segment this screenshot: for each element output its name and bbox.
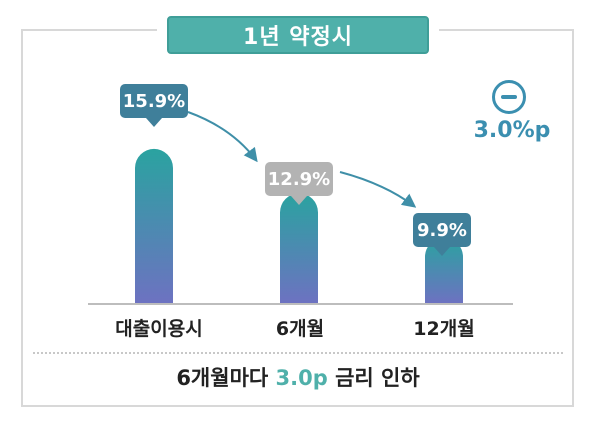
data-label-0: 15.9% [120,84,188,127]
footer-highlight: 3.0p [275,366,328,390]
x-axis [88,303,513,305]
trend-arrow-1 [187,111,258,163]
footer-text: 6개월마다 3.0p 금리 인하 [0,362,596,392]
chart-title-overlay: 1년 약정시 [167,16,429,54]
data-label-2: 9.9% [413,213,471,256]
trend-arrow-2 [339,171,417,208]
data-label-1: 12.9% [265,162,333,205]
category-label-2: 12개월 [413,318,475,340]
minus-circle-icon [492,80,526,114]
category-label-1: 6개월 [275,318,325,340]
title-tab-overlay: 1년 약정시 [157,13,439,60]
footer-suffix: 금리 인하 [335,366,420,390]
category-label-0: 대출이용시 [115,318,203,340]
rate-difference: 3.0%p [473,118,551,143]
bar-0 [135,148,173,303]
footer-prefix: 6개월마다 [176,366,269,390]
bar-1 [280,193,318,303]
footer-divider [33,352,563,354]
